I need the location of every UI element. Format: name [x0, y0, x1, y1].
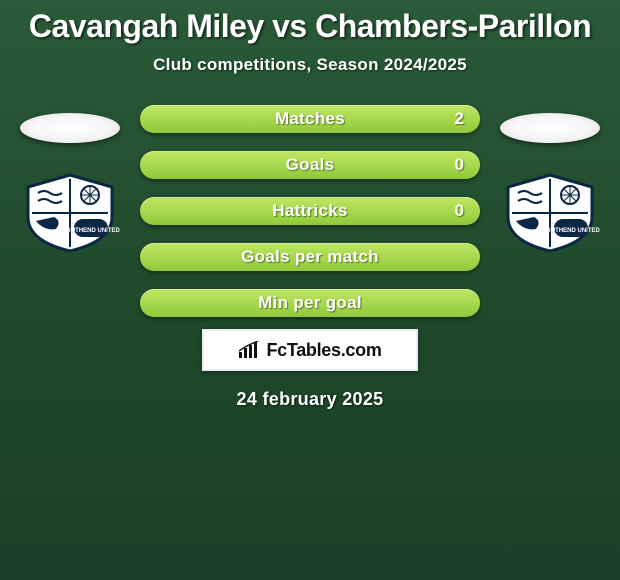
- source-logo: FcTables.com: [202, 329, 418, 371]
- left-club-crest: SOUTHEND UNITED: [20, 173, 120, 253]
- stat-bar-goals-per-match: Goals per match: [140, 243, 480, 271]
- shield-crest-icon: SOUTHEND UNITED: [500, 173, 600, 253]
- stats-column: Matches 2 Goals 0 Hattricks 0 Goals per …: [140, 105, 480, 317]
- stat-bar-goals: Goals 0: [140, 151, 480, 179]
- stat-bar-matches: Matches 2: [140, 105, 480, 133]
- shield-crest-icon: SOUTHEND UNITED: [20, 173, 120, 253]
- date-label: 24 february 2025: [237, 389, 384, 410]
- stat-label: Hattricks: [272, 201, 347, 221]
- source-logo-text: FcTables.com: [266, 340, 381, 361]
- svg-text:SOUTHEND UNITED: SOUTHEND UNITED: [62, 228, 120, 234]
- stat-value: 0: [455, 155, 464, 175]
- right-player-col: SOUTHEND UNITED: [498, 105, 602, 253]
- stat-label: Goals per match: [241, 247, 379, 267]
- left-player-col: SOUTHEND UNITED: [18, 105, 122, 253]
- page-title: Cavangah Miley vs Chambers-Parillon: [29, 8, 591, 45]
- bar-chart-icon: [238, 341, 260, 359]
- right-club-crest: SOUTHEND UNITED: [500, 173, 600, 253]
- svg-text:SOUTHEND UNITED: SOUTHEND UNITED: [542, 228, 600, 234]
- right-avatar-placeholder: [500, 113, 600, 143]
- stat-label: Min per goal: [258, 293, 362, 313]
- left-avatar-placeholder: [20, 113, 120, 143]
- stat-label: Matches: [275, 109, 345, 129]
- comparison-card: Cavangah Miley vs Chambers-Parillon Club…: [0, 0, 620, 410]
- stat-value: 0: [455, 201, 464, 221]
- stat-bar-hattricks: Hattricks 0: [140, 197, 480, 225]
- main-row: SOUTHEND UNITED Matches 2 Goals 0 Hattri…: [0, 105, 620, 317]
- stat-label: Goals: [286, 155, 335, 175]
- subtitle: Club competitions, Season 2024/2025: [153, 55, 467, 75]
- stat-value: 2: [455, 109, 464, 129]
- stat-bar-min-per-goal: Min per goal: [140, 289, 480, 317]
